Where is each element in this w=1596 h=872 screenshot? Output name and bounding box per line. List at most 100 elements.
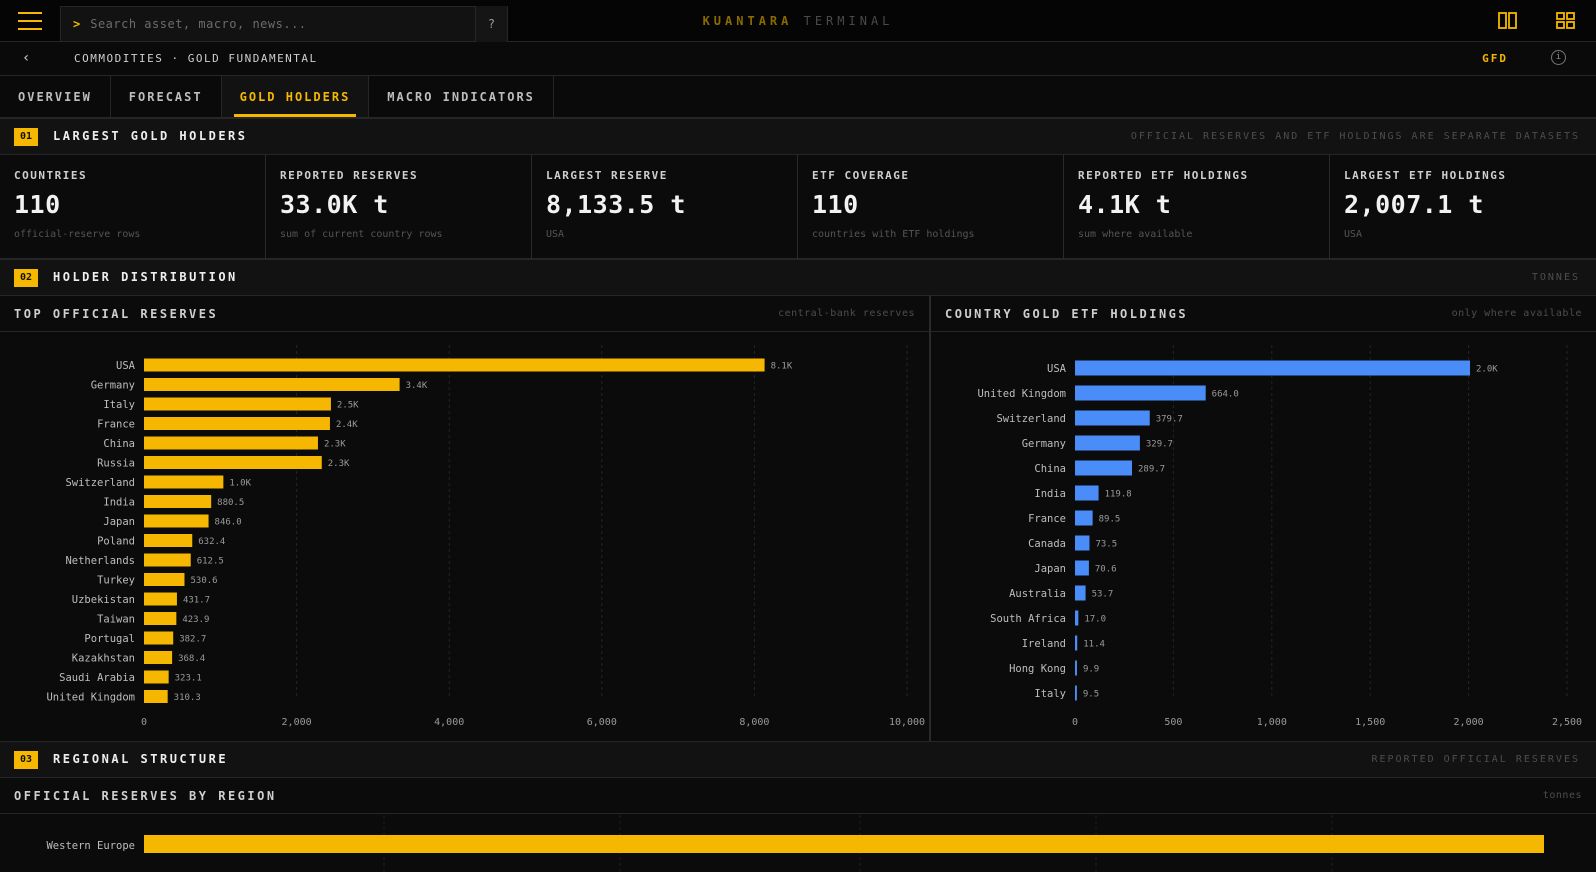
tab-gold-holders[interactable]: GOLD HOLDERS (221, 76, 370, 117)
x-tick-label: 2,500 (1552, 717, 1582, 728)
section-number: 03 (14, 751, 38, 769)
bar-value-label: 2.3K (324, 440, 346, 450)
tab-macro-indicators[interactable]: MACRO INDICATORS (369, 76, 554, 117)
category-label: Western Europe (46, 840, 135, 852)
section-note: OFFICIAL RESERVES AND ETF HOLDINGS ARE S… (1130, 131, 1580, 142)
bar (144, 358, 765, 372)
bar-value-label: 382.7 (179, 635, 206, 645)
section-title: HOLDER DISTRIBUTION (53, 270, 238, 284)
tab-bar: OVERVIEW FORECAST GOLD HOLDERS MACRO IND… (0, 76, 1596, 118)
category-label: Japan (103, 516, 135, 528)
bar-value-label: 9.5 (1083, 690, 1099, 700)
two-column-icon[interactable] (1497, 11, 1519, 31)
section-number: 01 (14, 128, 38, 146)
bar-value-label: 89.5 (1099, 515, 1121, 525)
top-bar: > ? KUANTARA TERMINAL (0, 0, 1596, 42)
bar-value-label: 310.3 (174, 693, 201, 703)
panel-note: central-bank reserves (778, 308, 915, 319)
metric-value: 110 (812, 190, 859, 219)
grid-icon[interactable] (1555, 11, 1577, 31)
bar (1075, 510, 1093, 526)
bar (1075, 410, 1150, 426)
bar (144, 592, 177, 606)
bar-value-label: 664.0 (1212, 390, 1239, 400)
bar (1075, 460, 1133, 476)
panel-title: OFFICIAL RESERVES BY REGION (14, 789, 277, 803)
reserves-bar-chart: 0 2,000 4,000 6,000 8,000 10,000 USA 8.1K German… (46, 345, 925, 728)
section-title: LARGEST GOLD HOLDERS (53, 129, 248, 143)
hamburger-icon[interactable] (18, 12, 42, 30)
category-label: Portugal (84, 633, 135, 645)
metric-label: REPORTED ETF HOLDINGS (1078, 169, 1249, 182)
category-label: Canada (1028, 538, 1066, 550)
panel-note: tonnes (1542, 790, 1582, 801)
metric-footnote: official-reserve rows (14, 229, 141, 240)
breadcrumb: COMMODITIES · GOLD FUNDAMENTAL (74, 52, 318, 65)
summary-cards: COUNTRIES 110 official-reserve rows REPO… (0, 155, 1596, 259)
category-label: USA (116, 360, 136, 372)
category-label: Japan (1034, 563, 1066, 575)
metric-value: 8,133.5 t (546, 190, 686, 219)
metric-card: ETF COVERAGE 110 countries with ETF hold… (798, 155, 1064, 259)
bar (144, 378, 400, 391)
category-label: Switzerland (65, 477, 135, 489)
help-button[interactable]: ? (475, 6, 508, 42)
x-tick-label: 500 (1164, 717, 1182, 728)
category-label: India (1034, 488, 1066, 500)
bar (144, 514, 209, 528)
category-label: United Kingdom (46, 692, 135, 704)
x-tick-label: 6,000 (587, 717, 617, 728)
bar (144, 456, 322, 469)
etf-panel-header: COUNTRY GOLD ETF HOLDINGS only where ava… (931, 296, 1596, 332)
section-note: REPORTED OFFICIAL RESERVES (1371, 754, 1580, 765)
category-label: Kazakhstan (72, 653, 135, 665)
category-label: China (1034, 463, 1066, 475)
instrument-code: GFD (1482, 52, 1508, 65)
tab-overview[interactable]: OVERVIEW (0, 76, 111, 117)
reserves-panel-header: TOP OFFICIAL RESERVES central-bank reser… (0, 296, 929, 332)
metric-card: REPORTED ETF HOLDINGS 4.1K t sum where a… (1064, 155, 1330, 259)
bar-value-label: 323.1 (175, 674, 202, 684)
bar (144, 690, 168, 703)
metric-card: COUNTRIES 110 official-reserve rows (0, 155, 266, 259)
bar-value-label: 289.7 (1138, 465, 1165, 475)
category-label: France (1028, 513, 1066, 525)
chevron-left-icon[interactable]: ‹ (22, 50, 31, 66)
bar-value-label: 2.4K (336, 420, 358, 430)
bar (1075, 435, 1140, 451)
region-panel-header: OFFICIAL RESERVES BY REGION tonnes (0, 778, 1596, 814)
bar-value-label: 423.9 (182, 615, 209, 625)
category-label: Italy (1034, 688, 1066, 700)
bar (144, 397, 331, 411)
bar (144, 670, 169, 684)
search-box: > (60, 6, 507, 42)
category-label: United Kingdom (977, 388, 1066, 400)
category-label: Russia (97, 458, 135, 470)
metric-label: LARGEST RESERVE (546, 169, 668, 182)
panel-note: only where available (1451, 308, 1582, 319)
bar-value-label: 8.1K (771, 362, 793, 372)
metric-footnote: sum of current country rows (280, 229, 443, 240)
category-label: South Africa (990, 613, 1066, 625)
panel-divider (929, 295, 931, 741)
bar-value-label: 2.3K (328, 459, 350, 469)
bar (144, 495, 212, 508)
search-input[interactable] (88, 16, 469, 32)
category-label: Netherlands (65, 555, 135, 567)
info-icon[interactable]: i (1551, 50, 1566, 65)
metric-card: LARGEST RESERVE 8,133.5 t USA (532, 155, 798, 259)
category-label: Italy (103, 399, 135, 411)
category-label: Poland (97, 536, 135, 548)
brand-primary: KUANTARA (702, 14, 793, 28)
metric-footnote: USA (1344, 229, 1363, 240)
bar-value-label: 53.7 (1092, 590, 1114, 600)
bar-value-label: 431.7 (183, 596, 210, 606)
metric-label: COUNTRIES (14, 169, 88, 182)
x-tick-label: 0 (141, 717, 147, 728)
x-tick-label: 10,000 (889, 717, 925, 728)
bar (144, 835, 1544, 853)
bar (1075, 635, 1078, 651)
tab-forecast[interactable]: FORECAST (111, 76, 222, 117)
bar (144, 436, 318, 450)
bar (144, 534, 193, 547)
